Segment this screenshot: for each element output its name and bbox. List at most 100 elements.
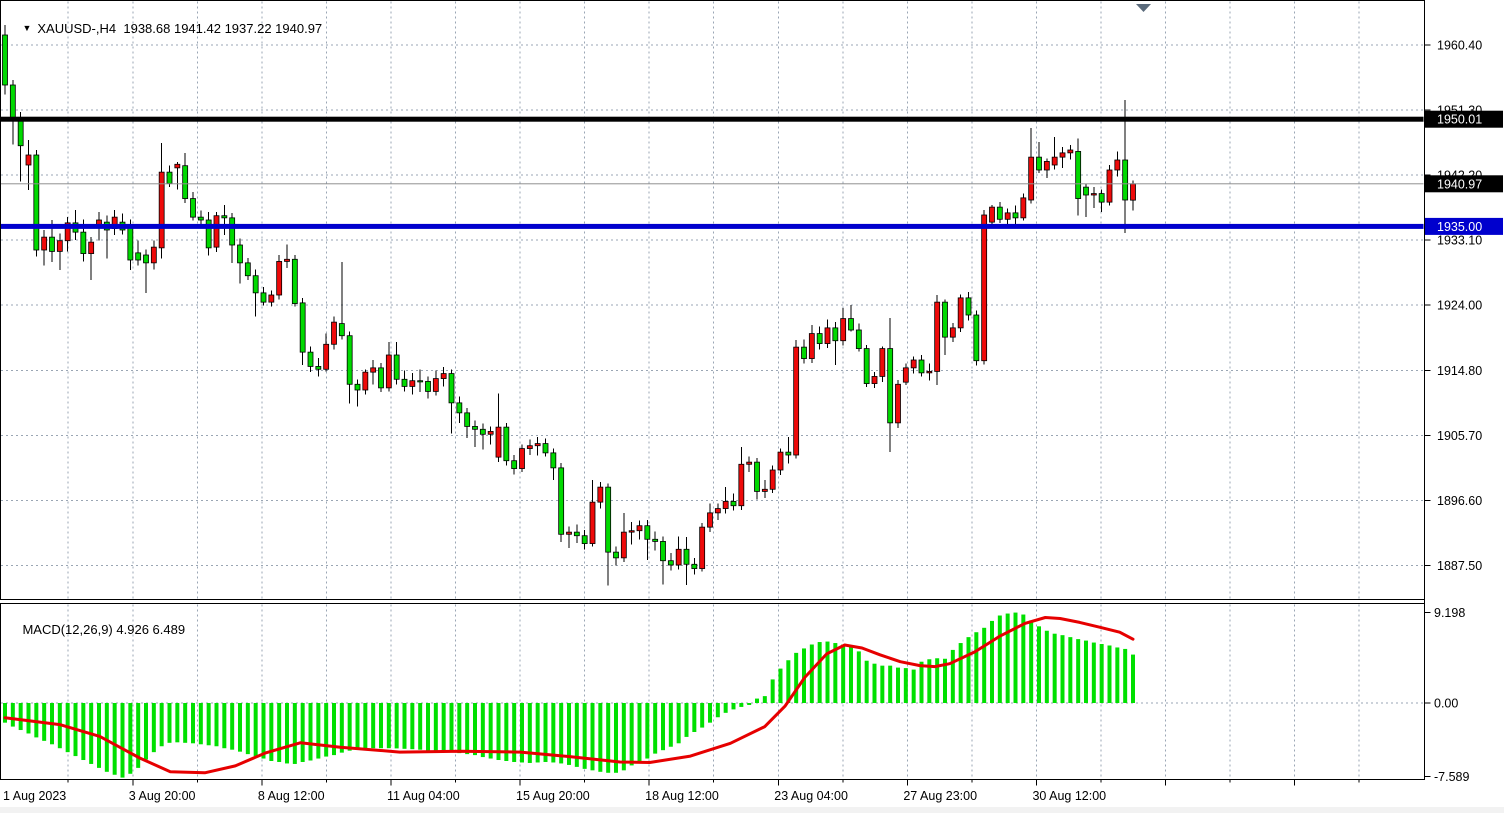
candle: [581, 530, 588, 550]
macd-histogram-bar: [355, 703, 360, 750]
macd-histogram-bar: [465, 703, 470, 755]
candle: [840, 307, 847, 346]
candle: [268, 290, 275, 307]
candle: [996, 202, 1003, 223]
candle: [519, 444, 525, 473]
candle: [346, 331, 353, 404]
candle: [1028, 127, 1035, 204]
candle: [942, 299, 948, 355]
candle: [440, 367, 447, 387]
candle: [182, 152, 189, 203]
current-price-line: [1, 183, 1424, 185]
macd-histogram-bar: [590, 703, 595, 771]
macd-histogram-bar: [676, 703, 681, 744]
candle: [644, 520, 651, 560]
horizontal-level-line[interactable]: [1, 223, 1424, 229]
macd-histogram-bar: [136, 703, 141, 768]
macd-histogram-bar: [864, 660, 869, 703]
candle: [863, 345, 870, 388]
candle: [41, 230, 48, 266]
candle: [871, 372, 878, 388]
candle: [205, 212, 212, 256]
window-bottom-strip: [0, 807, 1504, 813]
time-axis-label: 8 Aug 12:00: [258, 789, 325, 803]
candle: [589, 480, 596, 547]
macd-histogram-bar: [911, 669, 916, 703]
macd-indicator-label: MACD(12,26,9) 4.926 6.489: [8, 607, 185, 652]
candle: [88, 237, 95, 280]
macd-histogram-bar: [292, 703, 297, 764]
macd-histogram-bar: [872, 663, 877, 703]
candle: [989, 205, 995, 227]
candle: [613, 546, 619, 566]
candle: [1036, 142, 1042, 173]
collapse-triangle-icon[interactable]: ▼: [22, 23, 32, 33]
candle: [1083, 183, 1089, 218]
candle: [64, 217, 71, 252]
candle: [699, 522, 706, 572]
candle: [338, 262, 345, 340]
macd-histogram-bar: [151, 703, 156, 753]
candle: [558, 462, 565, 543]
macd-histogram-bar: [144, 703, 148, 760]
macd-histogram-bar: [935, 658, 940, 703]
macd-histogram-bar: [1005, 613, 1010, 703]
chart-shift-marker-icon[interactable]: [1136, 4, 1151, 12]
svg-text:1950.01: 1950.01: [1437, 113, 1482, 127]
candle: [276, 255, 283, 300]
macd-histogram-bar: [1021, 614, 1026, 703]
svg-text:1935.00: 1935.00: [1437, 220, 1482, 234]
candle: [1122, 100, 1129, 233]
horizontal-level-line[interactable]: [1, 116, 1424, 122]
macd-values: 4.926 6.489: [116, 622, 186, 637]
macd-histogram-bar: [661, 703, 665, 751]
candle: [417, 369, 424, 393]
macd-histogram-bar: [379, 703, 383, 749]
macd-signal-line: [3, 616, 1135, 775]
candle: [487, 426, 494, 445]
candle: [260, 287, 267, 306]
candle: [1090, 187, 1097, 208]
candle: [385, 342, 392, 392]
macd-histogram-bar: [449, 703, 454, 753]
macd-histogram-bar: [214, 703, 219, 747]
candle: [573, 524, 580, 543]
time-axis-label: 1 Aug 2023: [3, 789, 66, 803]
macd-histogram-bar: [755, 698, 759, 703]
macd-histogram-bar: [3, 703, 7, 723]
macd-histogram-bar: [637, 703, 642, 762]
price-tick-label: 1896.60: [1437, 494, 1482, 508]
macd-histogram-bar: [433, 703, 438, 752]
candle: [425, 376, 431, 399]
candle: [895, 380, 901, 428]
candle: [973, 310, 980, 366]
candle: [981, 210, 988, 365]
candle: [526, 439, 533, 455]
candle: [707, 503, 713, 533]
macd-histogram-bar: [496, 703, 501, 761]
candle: [56, 233, 63, 270]
symbol-title: ▼ XAUUSD-,H4 1938.68 1941.42 1937.22 1940…: [8, 6, 322, 51]
macd-histogram-bar: [504, 703, 509, 761]
candle: [879, 346, 886, 383]
candle: [1059, 147, 1066, 168]
candle: [754, 457, 760, 500]
candle: [667, 552, 674, 571]
price-label-box: 1935.00: [1425, 217, 1503, 235]
macd-histogram-bar: [191, 703, 195, 744]
macd-histogram-bar: [997, 615, 1002, 703]
macd-histogram-bar: [919, 661, 924, 703]
macd-histogram-bar: [809, 644, 814, 703]
candle: [801, 339, 807, 364]
macd-histogram-bar: [802, 648, 806, 703]
candle: [150, 240, 157, 270]
macd-histogram-bar: [762, 696, 767, 703]
candle: [566, 526, 572, 548]
candle: [393, 342, 400, 385]
candle: [229, 212, 236, 263]
candle: [848, 305, 854, 332]
macd-histogram-bar: [1123, 648, 1128, 703]
